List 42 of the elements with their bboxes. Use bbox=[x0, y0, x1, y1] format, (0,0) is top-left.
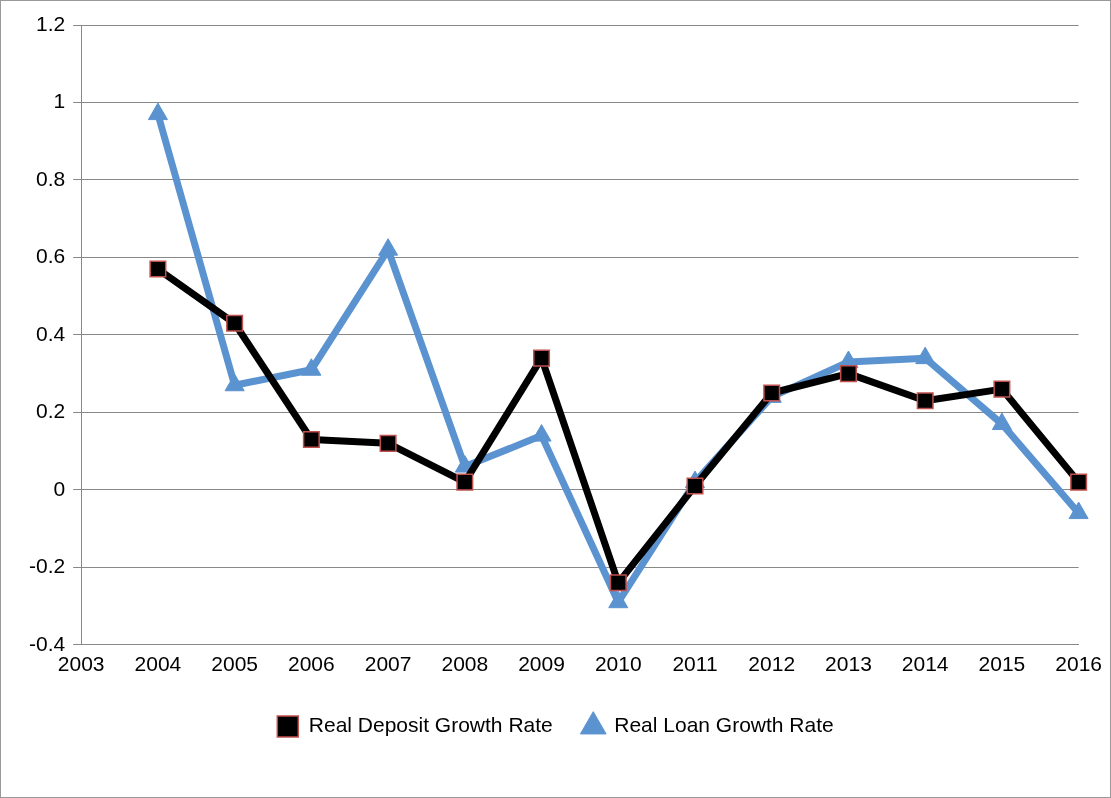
point bbox=[993, 380, 1011, 398]
legend-label: Real Loan Growth Rate bbox=[614, 713, 834, 737]
point bbox=[224, 373, 245, 392]
x-tick-label: 2004 bbox=[134, 652, 182, 676]
x-tick-label: 2010 bbox=[594, 652, 642, 676]
x-tick-label: 2008 bbox=[441, 652, 489, 676]
x-tick-label: 2014 bbox=[901, 652, 949, 676]
point bbox=[147, 102, 168, 121]
point bbox=[1070, 473, 1088, 491]
x-tick-label: 2011 bbox=[672, 652, 718, 676]
y-tick-label: 0.4 bbox=[35, 321, 66, 345]
x-tick-label: 2007 bbox=[364, 652, 412, 676]
legend-label: Real Deposit Growth Rate bbox=[308, 713, 553, 737]
x-tick-label: 2003 bbox=[57, 652, 105, 676]
x-tick-label: 2009 bbox=[518, 652, 565, 676]
y-tick-label: 0.6 bbox=[35, 244, 66, 268]
y-tick-label: 1 bbox=[53, 89, 66, 113]
point bbox=[378, 238, 399, 256]
x-tick-label: 2015 bbox=[978, 652, 1026, 676]
point bbox=[301, 358, 322, 376]
point bbox=[226, 314, 244, 332]
point bbox=[839, 365, 857, 383]
point bbox=[456, 473, 474, 491]
x-tick-label: 2012 bbox=[748, 652, 796, 676]
y-tick-label: -0.4 bbox=[29, 631, 66, 655]
x-tick-label: 2016 bbox=[1055, 652, 1102, 676]
y-tick-label: -0.2 bbox=[29, 554, 66, 578]
y-tick-label: 0.2 bbox=[35, 399, 66, 423]
y-tick-label: 0 bbox=[53, 476, 66, 500]
point bbox=[915, 346, 936, 365]
point bbox=[686, 477, 704, 495]
y-tick-label: 1.2 bbox=[35, 11, 66, 35]
point bbox=[533, 349, 551, 367]
x-tick-label: 2005 bbox=[211, 652, 258, 676]
point bbox=[379, 434, 397, 452]
x-tick-label: 2013 bbox=[825, 652, 872, 676]
point bbox=[302, 430, 320, 449]
x-tick-label: 2006 bbox=[288, 652, 335, 676]
point bbox=[916, 392, 934, 410]
y-tick-label: 0.8 bbox=[35, 166, 66, 190]
point bbox=[609, 574, 627, 592]
point bbox=[149, 260, 167, 278]
